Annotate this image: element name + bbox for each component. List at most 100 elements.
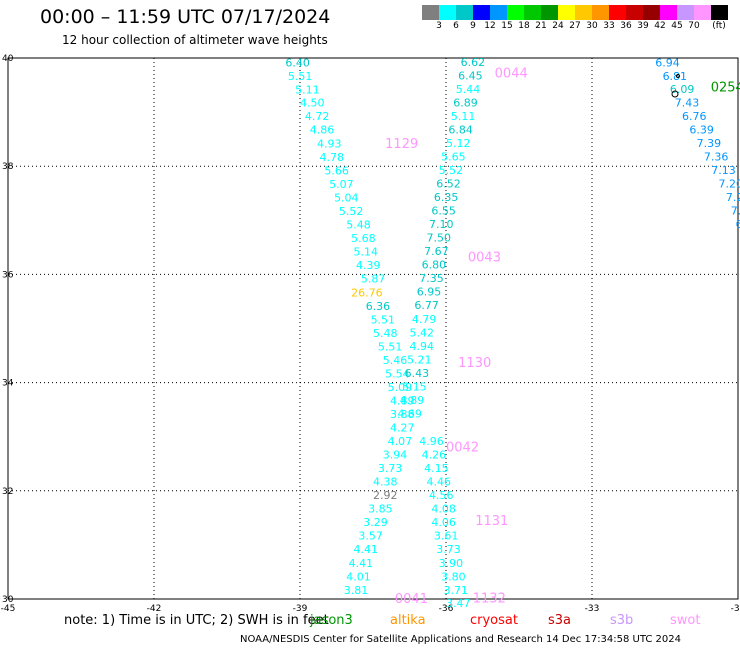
colorbar-label: 18 bbox=[518, 21, 530, 31]
colorbar-swatch bbox=[660, 5, 677, 20]
wave-height-value: 4.46 bbox=[427, 476, 452, 489]
wave-height-value: 4.26 bbox=[422, 449, 447, 462]
colorbar-swatch bbox=[558, 5, 575, 20]
wave-height-value: 6.52 bbox=[436, 178, 461, 191]
wave-height-value: 7.13 bbox=[711, 164, 736, 177]
colorbar-swatch bbox=[694, 5, 711, 20]
wave-height-value: 6.81 bbox=[663, 70, 688, 83]
wave-height-value: 5.21 bbox=[407, 353, 432, 366]
colorbar-label: 27 bbox=[569, 21, 581, 31]
wave-height-value: 5.52 bbox=[439, 164, 464, 177]
colorbar-swatch bbox=[507, 5, 524, 20]
wave-height-value: 5.51 bbox=[371, 313, 396, 326]
wave-height-value: 4.39 bbox=[356, 259, 381, 272]
wave-height-value: 6.62 bbox=[461, 56, 486, 69]
colorbar-swatch bbox=[490, 5, 507, 20]
colorbar-swatch bbox=[541, 5, 558, 20]
wave-height-value: 3.29 bbox=[363, 516, 388, 529]
map-subtitle: 12 hour collection of altimeter wave hei… bbox=[62, 33, 328, 47]
wave-height-value: 7.20 bbox=[719, 178, 740, 191]
wave-height-value: 3.57 bbox=[358, 530, 383, 543]
wave-height-value: 5.48 bbox=[346, 219, 371, 232]
colorbar-labels: 3 6 9 12 15 18 21 24 27 30 33 36 39 42 45 70 (ft) bbox=[422, 21, 728, 33]
lat-tick-label: 32 bbox=[2, 487, 13, 497]
lat-tick-label: 40 bbox=[2, 54, 14, 64]
wave-height-value: 6.09 bbox=[670, 83, 695, 96]
colorbar-label: 21 bbox=[535, 21, 547, 31]
wave-height-value: 6.55 bbox=[431, 205, 456, 218]
wave-height-value: 4.89 bbox=[390, 394, 415, 407]
satellite-legend-s3a: s3a bbox=[548, 613, 572, 628]
wave-height-value: 3.81 bbox=[344, 584, 369, 597]
wave-height-value: 5.11 bbox=[451, 110, 476, 123]
track-time-label: 0043 bbox=[468, 251, 501, 266]
colorbar-label: (ft) bbox=[712, 21, 726, 31]
wave-height-value: 6.84 bbox=[448, 123, 473, 136]
colorbar-label: 39 bbox=[637, 21, 649, 31]
colorbar-swatch bbox=[643, 5, 660, 20]
track-time-label: 0254 bbox=[711, 81, 740, 96]
wave-height-value: 4.08 bbox=[431, 503, 456, 516]
lat-tick-label: 38 bbox=[2, 162, 14, 172]
wave-height-value: 4.15 bbox=[424, 462, 449, 475]
wave-height-value: 4.38 bbox=[373, 476, 398, 489]
wave-height-value: 2.92 bbox=[373, 489, 398, 502]
wave-height-value: 5.68 bbox=[351, 232, 376, 245]
lon-tick-label: -42 bbox=[147, 604, 162, 614]
colorbar-swatch bbox=[626, 5, 643, 20]
wave-height-value: 4.69 bbox=[397, 407, 422, 420]
wave-height-value: 4.78 bbox=[319, 151, 344, 164]
track-time-label: 0042 bbox=[446, 440, 479, 455]
wave-height-value: 5.12 bbox=[446, 137, 471, 150]
wave-height-value: 7.50 bbox=[427, 232, 452, 245]
wave-height-value: 4.41 bbox=[354, 543, 379, 556]
colorbar-label: 24 bbox=[552, 21, 564, 31]
colorbar-label: 3 bbox=[436, 21, 442, 31]
units-note: note: 1) Time is in UTC; 2) SWH is in fe… bbox=[64, 613, 329, 628]
colorbar-swatch bbox=[456, 5, 473, 20]
colorbar-swatch bbox=[575, 5, 592, 20]
wave-height-value: 6.40 bbox=[285, 56, 310, 69]
map-frame bbox=[7, 57, 739, 600]
wave-height-value: 4.07 bbox=[388, 435, 413, 448]
colorbar-label: 36 bbox=[620, 21, 632, 31]
wave-height-value: 6.95 bbox=[417, 286, 442, 299]
wave-height-value: 5.09 bbox=[388, 381, 413, 394]
wave-height-value: 7.20 bbox=[726, 191, 740, 204]
wave-height-value: 4.41 bbox=[349, 557, 374, 570]
buoy-markers bbox=[671, 74, 680, 98]
colorbar-swatch bbox=[439, 5, 456, 20]
colorbar-swatch bbox=[609, 5, 626, 20]
wave-height-value: 3.61 bbox=[434, 530, 459, 543]
wave-height-value: 5.14 bbox=[354, 246, 379, 259]
wave-height-value: 7.39 bbox=[697, 137, 722, 150]
colorbar-swatch bbox=[422, 5, 439, 20]
wave-height-value: 3.90 bbox=[439, 557, 464, 570]
colorbar-swatch bbox=[711, 5, 728, 20]
lat-tick-label: 36 bbox=[2, 270, 14, 280]
wave-height-value: 5.11 bbox=[295, 83, 320, 96]
wave-height-value: 6.35 bbox=[434, 191, 459, 204]
track-time-label: 1130 bbox=[458, 356, 491, 371]
credit-footer: NOAA/NESDIS Center for Satellite Applica… bbox=[240, 634, 682, 645]
wave-height-value: 5.65 bbox=[441, 150, 466, 163]
wave-height-value: 5.46 bbox=[383, 354, 408, 367]
track-time-label: 1132 bbox=[473, 591, 506, 606]
buoy-marker bbox=[676, 74, 680, 78]
wave-height-value: 7.36 bbox=[704, 150, 729, 163]
wave-height-value: 7.35 bbox=[419, 272, 444, 285]
track-times-layer: 0044 1129 0043 1130 0042 1131 0041 1132 0254 bbox=[385, 67, 740, 607]
wave-height-value: 26.76 bbox=[351, 286, 383, 299]
wave-height-value: 5.15 bbox=[402, 380, 427, 393]
wave-height-value: 6.80 bbox=[422, 259, 447, 272]
wave-height-value: 3.73 bbox=[378, 462, 403, 475]
wave-height-value: 3.80 bbox=[441, 570, 466, 583]
wave-height-value: 5.44 bbox=[456, 83, 481, 96]
satellite-legend-s3b: s3b bbox=[610, 613, 634, 628]
wave-height-value: 7.43 bbox=[675, 96, 700, 109]
wave-height-value: 7.10 bbox=[429, 218, 454, 231]
wave-height-value: 4.27 bbox=[390, 422, 415, 435]
wave-height-value: 6.36 bbox=[366, 300, 391, 313]
